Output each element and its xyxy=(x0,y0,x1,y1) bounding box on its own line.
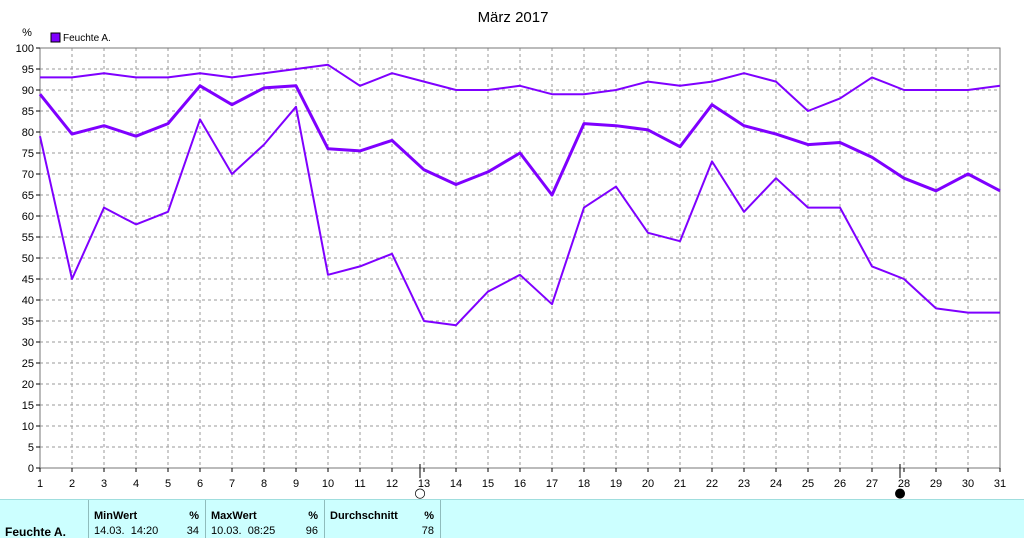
y-tick-label: 80 xyxy=(22,127,34,139)
x-tick-label: 1 xyxy=(37,478,43,490)
x-tick-label: 17 xyxy=(546,478,558,490)
x-tick-label: 24 xyxy=(770,478,782,490)
series-line-max xyxy=(40,63,1001,112)
y-tick-label: 100 xyxy=(16,43,34,55)
x-tick-label: 21 xyxy=(674,478,686,490)
x-tick-label: 16 xyxy=(514,478,526,490)
x-tick-label: 26 xyxy=(834,478,846,490)
average-cell: Durchschnitt % 78 xyxy=(325,500,441,538)
x-tick-label: 30 xyxy=(962,478,974,490)
x-tick-label: 20 xyxy=(642,478,654,490)
y-tick-label: 5 xyxy=(28,442,34,454)
x-tick-label: 22 xyxy=(706,478,718,490)
series-lines xyxy=(38,63,1001,327)
x-tick-label: 31 xyxy=(994,478,1006,490)
max-datetime: 10.03. 08:25 xyxy=(211,525,276,537)
x-tick-label: 15 xyxy=(482,478,494,490)
moon-phase-markers: ○ ● xyxy=(414,464,906,499)
x-tick-label: 5 xyxy=(165,478,171,490)
min-datetime: 14.03. 14:20 xyxy=(94,525,159,537)
y-tick-label: 45 xyxy=(22,274,34,286)
legend: Feuchte A. xyxy=(50,32,111,44)
x-axis-ticks: 1 2 3 4 5 6 7 8 9 10 11 12 13 14 15 16 17 18 19 20 21 22 23 24 2… xyxy=(37,468,1006,490)
moon-phase-icon: ○ xyxy=(414,486,425,499)
grid xyxy=(40,48,1000,468)
y-tick-label: 10 xyxy=(22,421,34,433)
y-tick-label: 60 xyxy=(22,211,34,223)
x-tick-label: 29 xyxy=(930,478,942,490)
y-tick-label: 15 xyxy=(22,400,34,412)
min-value-cell: MinWert % 14.03. 14:20 34 xyxy=(89,500,206,538)
x-tick-label: 25 xyxy=(802,478,814,490)
avg-header: Durchschnitt xyxy=(330,510,398,522)
y-tick-label: 95 xyxy=(22,64,34,76)
legend-label: Feuchte A. xyxy=(63,33,111,44)
min-unit: % xyxy=(189,510,199,522)
avg-value: 78 xyxy=(421,525,434,537)
max-value: 96 xyxy=(305,525,318,537)
y-tick-label: 55 xyxy=(22,232,34,244)
humidity-chart: März 2017 % Feuchte A. 05101520253035404… xyxy=(16,9,1006,499)
y-tick-label: 40 xyxy=(22,295,34,307)
x-tick-label: 3 xyxy=(101,478,107,490)
y-tick-label: 20 xyxy=(22,379,34,391)
max-value-cell: MaxWert % 10.03. 08:25 96 xyxy=(206,500,325,538)
min-header: MinWert xyxy=(94,510,138,522)
y-tick-label: 75 xyxy=(22,148,34,160)
y-axis-ticks: 0 5 10 15 20 25 30 35 40 45 50 55 60 65 70 75 80 85 90 95 10… xyxy=(16,43,40,475)
max-unit: % xyxy=(308,510,318,522)
y-tick-label: 25 xyxy=(22,358,34,370)
x-tick-label: 12 xyxy=(386,478,398,490)
x-tick-label: 23 xyxy=(738,478,750,490)
x-tick-label: 7 xyxy=(229,478,235,490)
y-tick-label: 90 xyxy=(22,85,34,97)
avg-unit: % xyxy=(424,510,434,522)
x-tick-label: 6 xyxy=(197,478,203,490)
statistics-bar: Feuchte A. MinWert % 14.03. 14:20 34 Max… xyxy=(0,499,1024,539)
legend-swatch xyxy=(50,32,61,43)
stats-row-label-cell: Feuchte A. xyxy=(0,500,89,539)
x-tick-label: 2 xyxy=(69,478,75,490)
max-header: MaxWert xyxy=(211,510,257,522)
x-tick-label: 4 xyxy=(133,478,139,490)
x-tick-label: 28 xyxy=(898,478,910,490)
x-tick-label: 13 xyxy=(418,478,430,490)
y-tick-label: 50 xyxy=(22,253,34,265)
x-tick-label: 11 xyxy=(354,478,365,490)
min-value: 34 xyxy=(186,525,199,537)
y-tick-label: 70 xyxy=(22,169,34,181)
y-tick-label: 85 xyxy=(22,106,34,118)
x-tick-label: 14 xyxy=(450,478,462,490)
moon-phase-icon: ● xyxy=(894,486,905,499)
x-tick-label: 10 xyxy=(322,478,334,490)
y-tick-label: 30 xyxy=(22,337,34,349)
x-tick-label: 19 xyxy=(610,478,622,490)
stats-row-label: Feuchte A. xyxy=(5,525,66,539)
y-tick-label: 0 xyxy=(28,463,34,475)
x-tick-label: 9 xyxy=(293,478,299,490)
x-tick-label: 8 xyxy=(261,478,267,490)
series-line-avg xyxy=(38,84,1001,197)
chart-title: März 2017 xyxy=(478,9,549,26)
x-tick-label: 27 xyxy=(866,478,878,490)
series-line-min xyxy=(39,105,1000,327)
y-tick-label: 35 xyxy=(22,316,34,328)
x-tick-label: 18 xyxy=(578,478,590,490)
y-tick-label: 65 xyxy=(22,190,34,202)
y-axis-unit-label: % xyxy=(22,27,32,39)
